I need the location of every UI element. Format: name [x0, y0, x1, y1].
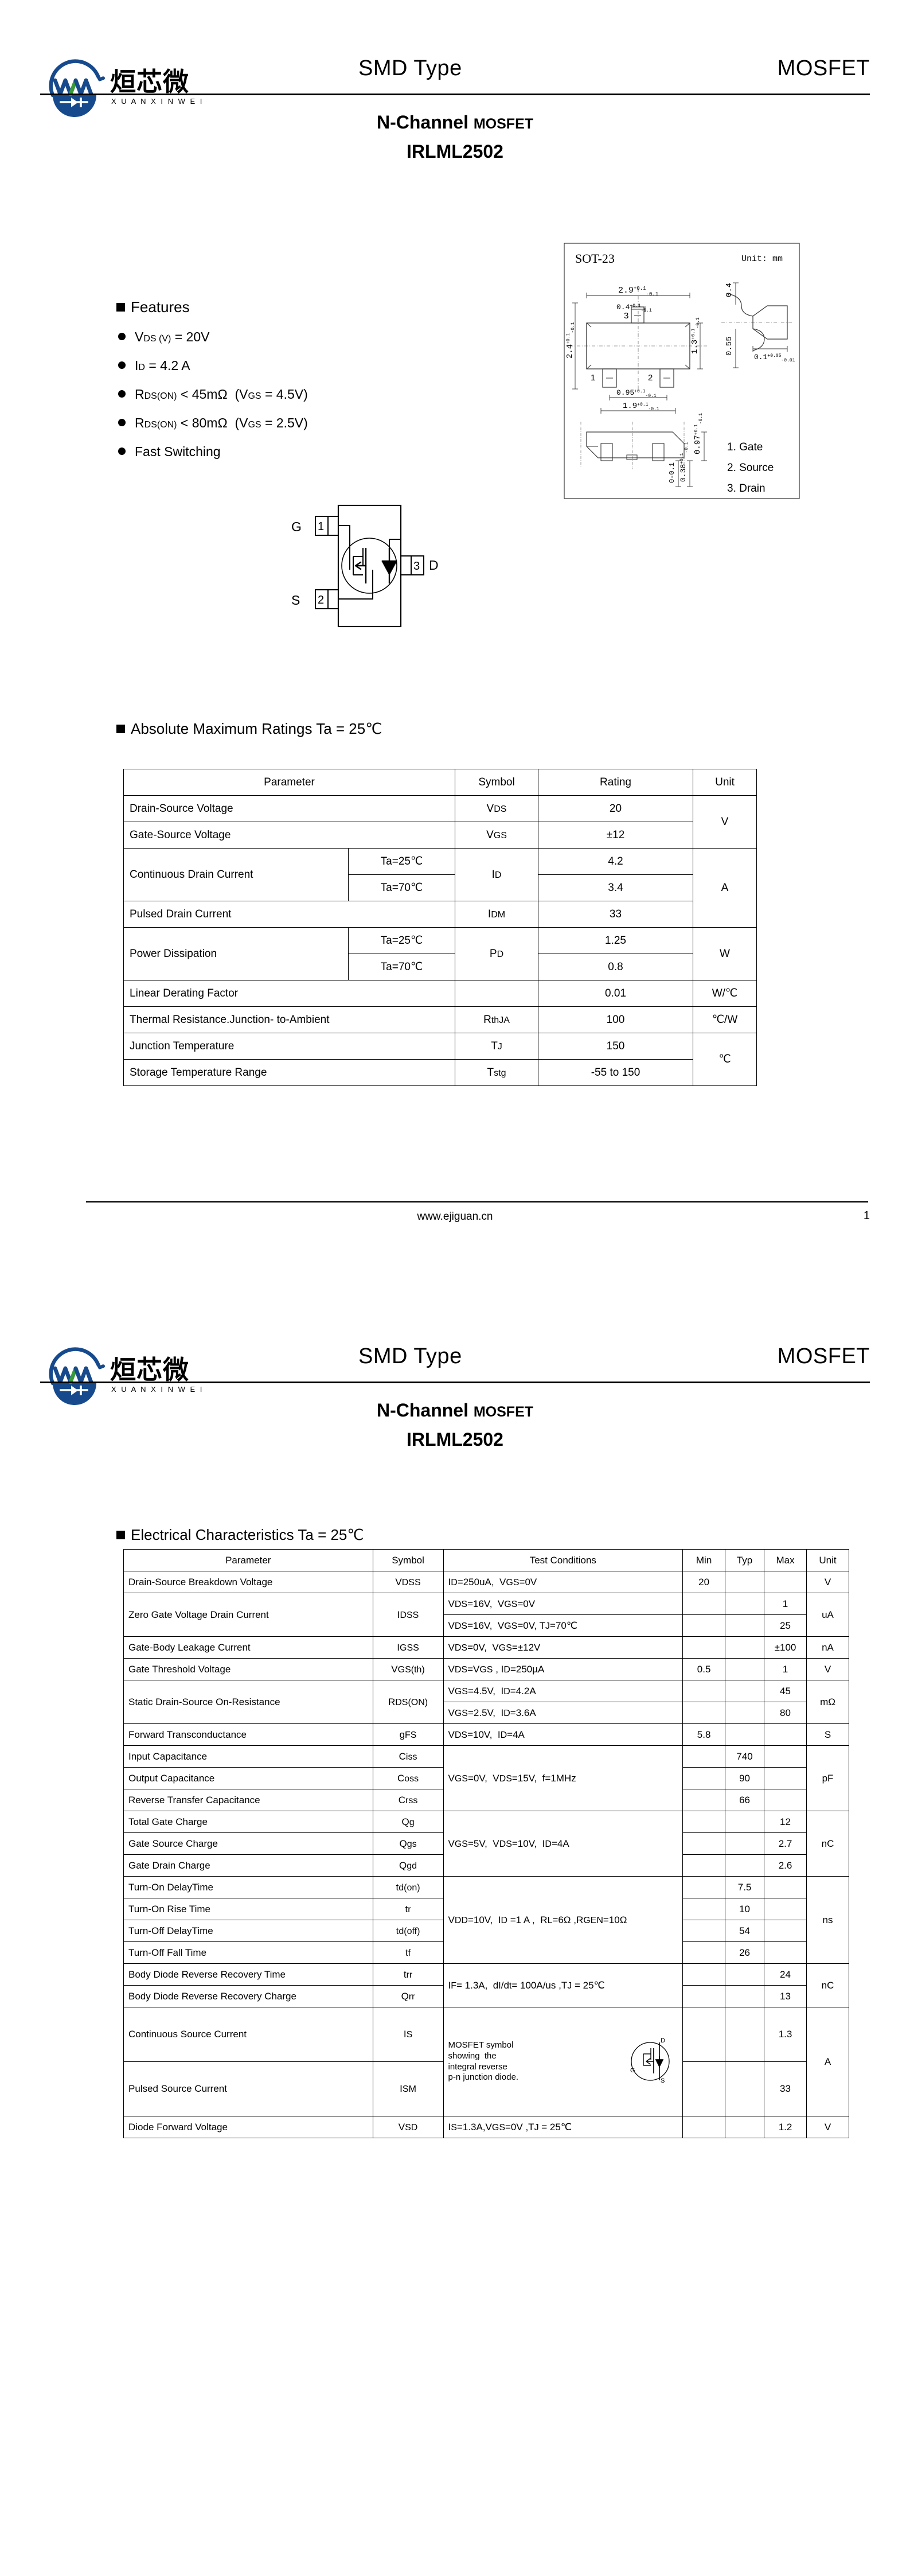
svg-text:3. Drain: 3. Drain — [727, 482, 766, 495]
svg-text:1: 1 — [591, 373, 595, 383]
svg-text:SOT-23: SOT-23 — [575, 251, 615, 266]
svg-text:0.38+0.1-0.1: 0.38+0.1-0.1 — [679, 442, 689, 482]
svg-text:1.9+0.1-0.1: 1.9+0.1-0.1 — [623, 402, 659, 412]
svg-text:G: G — [291, 519, 302, 534]
svg-text:Unit: mm: Unit: mm — [741, 254, 783, 264]
svg-text:2: 2 — [318, 594, 324, 606]
svg-text:1.3+0.1-0.1: 1.3+0.1-0.1 — [690, 317, 701, 354]
svg-text:0-0.1: 0-0.1 — [668, 462, 676, 483]
svg-text:3: 3 — [624, 311, 628, 321]
svg-text:D: D — [429, 558, 439, 573]
svg-text:2: 2 — [648, 373, 653, 383]
svg-text:0.55: 0.55 — [725, 336, 734, 356]
svg-text:3: 3 — [413, 560, 420, 573]
svg-text:2.4+0.1-0.1: 2.4+0.1-0.1 — [565, 322, 576, 359]
svg-text:1. Gate: 1. Gate — [727, 441, 763, 453]
svg-text:1: 1 — [318, 520, 324, 533]
svg-text:D: D — [661, 2037, 665, 2044]
svg-text:0.4: 0.4 — [725, 283, 734, 297]
svg-text:S: S — [291, 593, 300, 608]
svg-text:G: G — [630, 2067, 635, 2074]
svg-text:0.95+0.1-0.1: 0.95+0.1-0.1 — [616, 388, 657, 399]
svg-text:S: S — [661, 2077, 665, 2084]
svg-text:0.1+0.05-0.01: 0.1+0.05-0.01 — [754, 353, 795, 363]
svg-text:0.97+0.1-0.1: 0.97+0.1-0.1 — [693, 413, 704, 454]
svg-text:2. Source: 2. Source — [727, 462, 774, 474]
svg-text:0.4+0.1-0.1: 0.4+0.1-0.1 — [616, 303, 652, 313]
